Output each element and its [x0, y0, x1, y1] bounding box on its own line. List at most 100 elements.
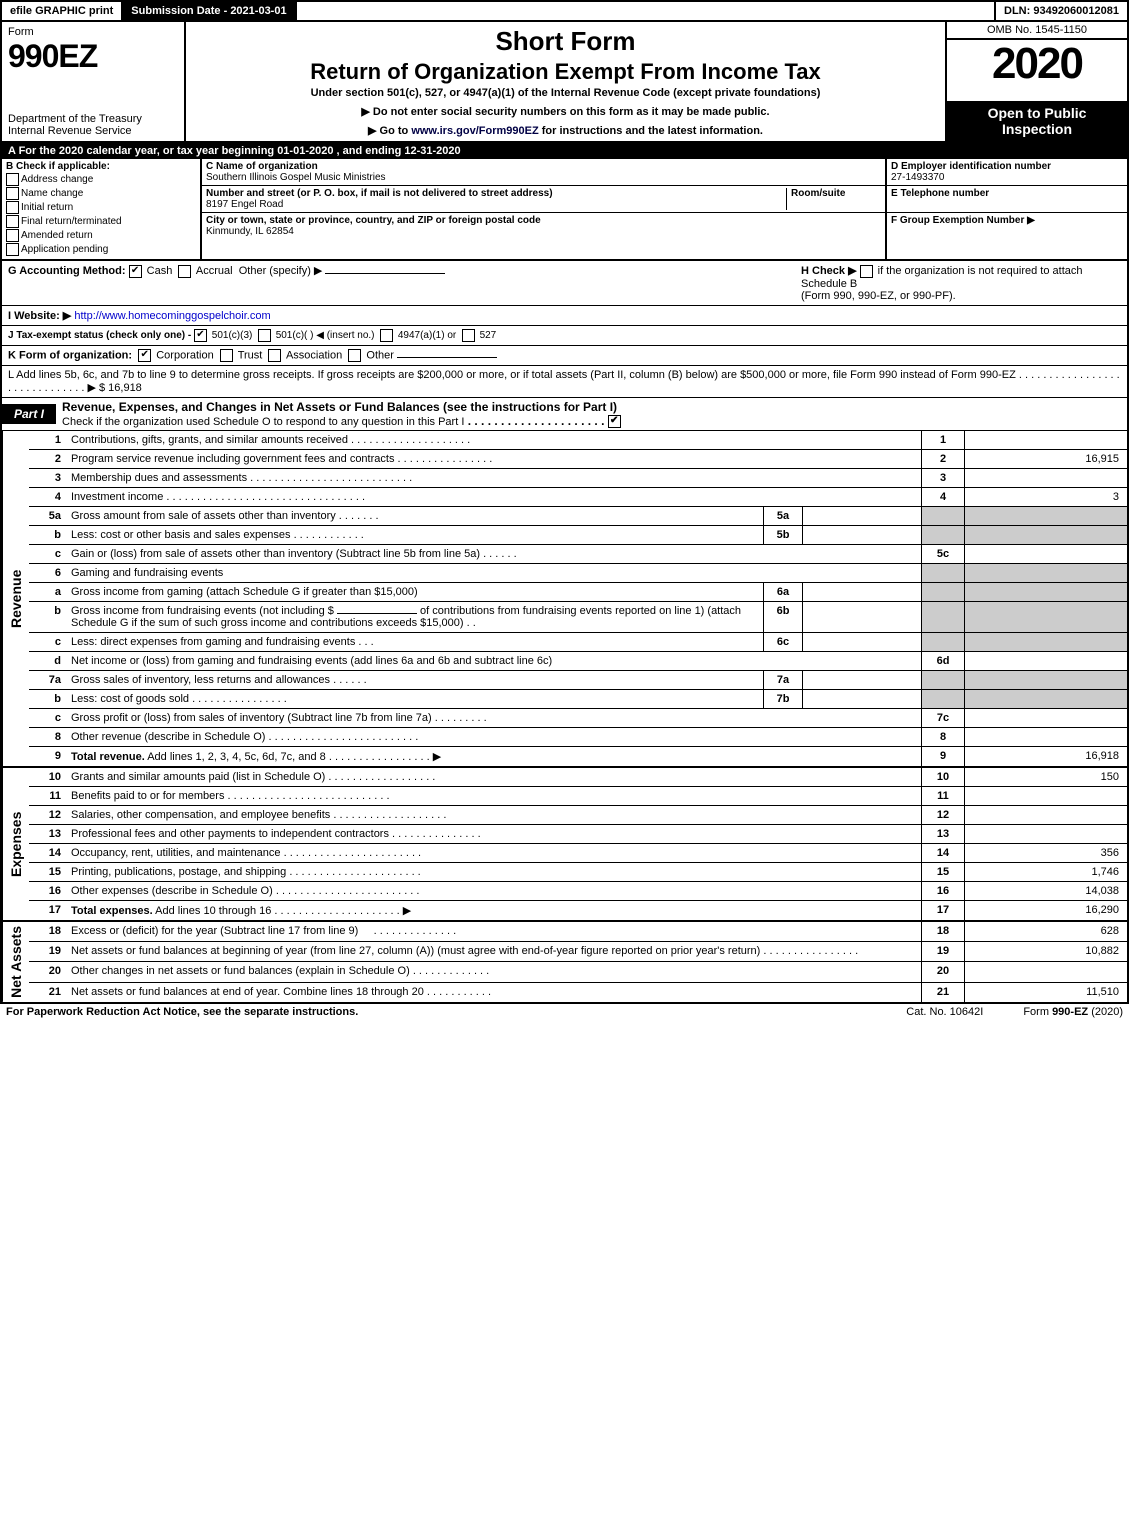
cb-amended[interactable]: Amended return	[6, 229, 196, 242]
line-12: 12Salaries, other compensation, and empl…	[29, 805, 1127, 824]
line-6b: bGross income from fundraising events (n…	[29, 601, 1127, 632]
net-assets-table: 18Excess or (deficit) for the year (Subt…	[29, 922, 1127, 1002]
street-row: Number and street (or P. O. box, if mail…	[202, 186, 885, 213]
irs-link[interactable]: www.irs.gov/Form990EZ	[411, 125, 538, 137]
cb-initial-return[interactable]: Initial return	[6, 201, 196, 214]
line-17: 17Total expenses. Add lines 10 through 1…	[29, 900, 1127, 920]
line-4: 4Investment income . . . . . . . . . . .…	[29, 487, 1127, 506]
line-14: 14Occupancy, rent, utilities, and mainte…	[29, 843, 1127, 862]
org-name-row: C Name of organization Southern Illinois…	[202, 159, 885, 186]
cb-schedule-o[interactable]	[608, 415, 621, 428]
line-3: 3Membership dues and assessments . . . .…	[29, 468, 1127, 487]
submission-date: Submission Date - 2021-03-01	[123, 2, 296, 20]
line-6: 6Gaming and fundraising events	[29, 563, 1127, 582]
side-expenses: Expenses	[2, 768, 29, 920]
phone-row: E Telephone number	[887, 186, 1127, 213]
header-right: OMB No. 1545-1150 2020 Open to Public In…	[945, 22, 1127, 141]
cb-501c[interactable]	[258, 329, 271, 342]
line-21: 21Net assets or fund balances at end of …	[29, 982, 1127, 1002]
cb-name-change[interactable]: Name change	[6, 187, 196, 200]
line-18: 18Excess or (deficit) for the year (Subt…	[29, 922, 1127, 942]
expenses-section: Expenses 10Grants and similar amounts pa…	[0, 768, 1129, 922]
efile-label[interactable]: efile GRAPHIC print	[2, 2, 123, 20]
line-7c: cGross profit or (loss) from sales of in…	[29, 708, 1127, 727]
line-7b: bLess: cost of goods sold . . . . . . . …	[29, 689, 1127, 708]
row-k: K Form of organization: Corporation Trus…	[0, 346, 1129, 366]
ein: 27-1493370	[891, 172, 944, 183]
part1-badge: Part I	[2, 404, 56, 424]
footer-catno: Cat. No. 10642I	[906, 1006, 983, 1018]
line-9: 9Total revenue. Total revenue. Add lines…	[29, 746, 1127, 766]
col-de: D Employer identification number 27-1493…	[885, 159, 1127, 259]
line-11: 11Benefits paid to or for members . . . …	[29, 786, 1127, 805]
line-1: 1Contributions, gifts, grants, and simil…	[29, 431, 1127, 450]
cb-4947[interactable]	[380, 329, 393, 342]
expenses-table: 10Grants and similar amounts paid (list …	[29, 768, 1127, 920]
footer-form: Form 990-EZ (2020)	[1023, 1006, 1123, 1018]
form-label: Form	[8, 26, 178, 38]
cb-application-pending[interactable]: Application pending	[6, 243, 196, 256]
line-5c: cGain or (loss) from sale of assets othe…	[29, 544, 1127, 563]
note-ssn: ▶ Do not enter social security numbers o…	[190, 105, 941, 118]
row-i: I Website: ▶ http://www.homecominggospel…	[0, 306, 1129, 326]
note-goto: ▶ Go to www.irs.gov/Form990EZ for instru…	[190, 124, 941, 137]
cb-final-return[interactable]: Final return/terminated	[6, 215, 196, 228]
line-6c: cLess: direct expenses from gaming and f…	[29, 632, 1127, 651]
part1-header: Part I Revenue, Expenses, and Changes in…	[0, 398, 1129, 431]
row-g-h: G Accounting Method: Cash Accrual Other …	[0, 261, 1129, 306]
topbar: efile GRAPHIC print Submission Date - 20…	[0, 0, 1129, 20]
line-20: 20Other changes in net assets or fund ba…	[29, 962, 1127, 982]
street-address: 8197 Engel Road	[206, 199, 283, 210]
omb-number: OMB No. 1545-1150	[947, 22, 1127, 40]
h-schedule-b: H Check ▶ if the organization is not req…	[793, 264, 1121, 302]
city-state-zip: Kinmundy, IL 62854	[206, 226, 294, 237]
ein-row: D Employer identification number 27-1493…	[887, 159, 1127, 186]
page-footer: For Paperwork Reduction Act Notice, see …	[0, 1004, 1129, 1020]
col-c: C Name of organization Southern Illinois…	[202, 159, 885, 259]
cb-other-org[interactable]	[348, 349, 361, 362]
line-5b: bLess: cost or other basis and sales exp…	[29, 525, 1127, 544]
side-net-assets: Net Assets	[2, 922, 29, 1002]
row-l: L Add lines 5b, 6c, and 7b to line 9 to …	[0, 366, 1129, 398]
line-6a: aGross income from gaming (attach Schedu…	[29, 582, 1127, 601]
b-header: B Check if applicable:	[6, 161, 196, 172]
cb-accrual[interactable]	[178, 265, 191, 278]
header-center: Short Form Return of Organization Exempt…	[186, 22, 945, 141]
org-name: Southern Illinois Gospel Music Ministrie…	[206, 172, 386, 183]
tax-year: 2020	[947, 40, 1127, 92]
g-accounting: G Accounting Method: Cash Accrual Other …	[8, 264, 793, 278]
website-link[interactable]: http://www.homecominggospelchoir.com	[74, 310, 270, 322]
line-15: 15Printing, publications, postage, and s…	[29, 862, 1127, 881]
net-assets-section: Net Assets 18Excess or (deficit) for the…	[0, 922, 1129, 1004]
cb-corporation[interactable]	[138, 349, 151, 362]
title-return: Return of Organization Exempt From Incom…	[190, 59, 941, 85]
line-19: 19Net assets or fund balances at beginni…	[29, 942, 1127, 962]
revenue-table: 1Contributions, gifts, grants, and simil…	[29, 431, 1127, 766]
revenue-section: Revenue 1Contributions, gifts, grants, a…	[0, 431, 1129, 768]
cb-trust[interactable]	[220, 349, 233, 362]
row-j: J Tax-exempt status (check only one) - 5…	[0, 326, 1129, 346]
group-exemption-row: F Group Exemption Number ▶	[887, 213, 1127, 228]
line-6d: dNet income or (loss) from gaming and fu…	[29, 651, 1127, 670]
cb-cash[interactable]	[129, 265, 142, 278]
line-13: 13Professional fees and other payments t…	[29, 824, 1127, 843]
line-16: 16Other expenses (describe in Schedule O…	[29, 881, 1127, 900]
form-number: 990EZ	[8, 38, 178, 75]
cb-address-change[interactable]: Address change	[6, 173, 196, 186]
entity-section: B Check if applicable: Address change Na…	[0, 159, 1129, 261]
cb-501c3[interactable]	[194, 329, 207, 342]
line-7a: 7aGross sales of inventory, less returns…	[29, 670, 1127, 689]
cb-527[interactable]	[462, 329, 475, 342]
header-left: Form 990EZ Department of the Treasury In…	[2, 22, 186, 141]
city-row: City or town, state or province, country…	[202, 213, 885, 239]
dln-label: DLN: 93492060012081	[994, 2, 1127, 20]
title-under: Under section 501(c), 527, or 4947(a)(1)…	[190, 87, 941, 99]
part1-title: Revenue, Expenses, and Changes in Net As…	[56, 398, 1127, 430]
open-public: Open to Public Inspection	[947, 101, 1127, 141]
cb-association[interactable]	[268, 349, 281, 362]
form-header: Form 990EZ Department of the Treasury In…	[0, 20, 1129, 143]
cb-not-required[interactable]	[860, 265, 873, 278]
gross-receipts: ▶ $ 16,918	[87, 382, 141, 394]
department: Department of the Treasury Internal Reve…	[8, 113, 178, 137]
footer-notice: For Paperwork Reduction Act Notice, see …	[6, 1006, 906, 1018]
